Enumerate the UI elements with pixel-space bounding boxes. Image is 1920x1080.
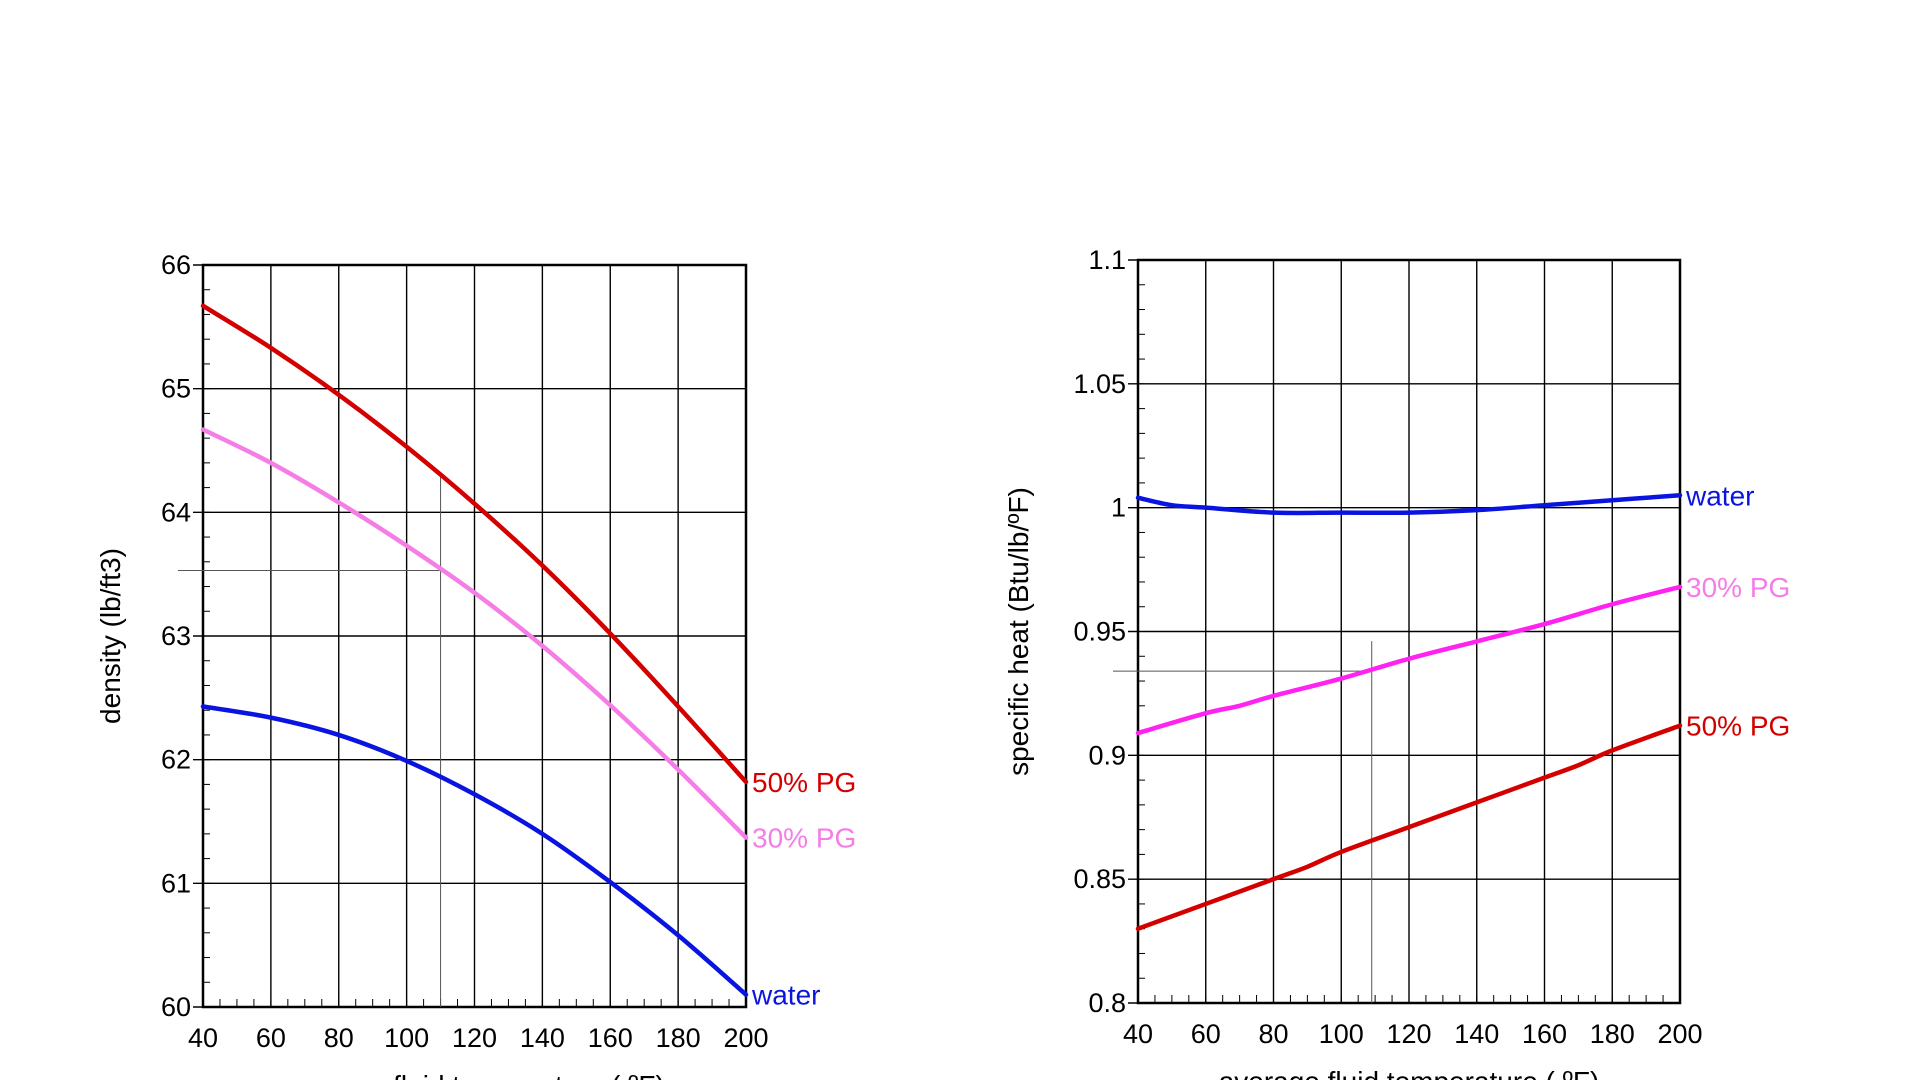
series-line-water: [1135, 493, 1683, 516]
x-tick-label: 60: [1191, 1019, 1221, 1049]
y-tick-label: 0.95: [1073, 617, 1126, 647]
series-label: water: [751, 980, 820, 1011]
x-tick-label: 80: [324, 1023, 354, 1053]
x-tick-label: 200: [1657, 1019, 1702, 1049]
y-tick-label: 63: [161, 621, 191, 651]
y-tick-label: 1: [1111, 493, 1126, 523]
x-tick-label: 180: [1590, 1019, 1635, 1049]
y-axis-title: density (lb/ft3): [95, 548, 126, 724]
x-tick-label: 40: [188, 1023, 218, 1053]
x-tick-label: 120: [452, 1023, 497, 1053]
x-axis-title: average fluid temperature ( ºF): [284, 1070, 665, 1080]
x-tick-label: 100: [384, 1023, 429, 1053]
y-tick-label: 60: [161, 992, 191, 1022]
series-label: 30% PG: [1686, 572, 1790, 603]
y-tick-label: 65: [161, 374, 191, 404]
x-tick-label: 180: [656, 1023, 701, 1053]
x-tick-label: 160: [588, 1023, 633, 1053]
x-tick-label: 60: [256, 1023, 286, 1053]
x-tick-label: 100: [1319, 1019, 1364, 1049]
series-label: 30% PG: [752, 823, 856, 854]
y-tick-label: 1.1: [1088, 245, 1126, 275]
series-label: 50% PG: [1686, 711, 1790, 742]
y-tick-label: 0.9: [1088, 740, 1126, 770]
x-tick-label: 200: [723, 1023, 768, 1053]
series-line-50-pg: [200, 303, 749, 785]
plot-frame: [201, 263, 748, 1009]
y-tick-label: 0.85: [1073, 864, 1126, 894]
x-tick-label: 80: [1258, 1019, 1288, 1049]
x-tick-label: 140: [520, 1023, 565, 1053]
y-tick-label: 1.05: [1073, 369, 1126, 399]
x-tick-label: 160: [1522, 1019, 1567, 1049]
y-tick-label: 62: [161, 745, 191, 775]
y-tick-label: 64: [161, 497, 191, 527]
series-label: water: [1685, 480, 1754, 511]
y-tick-label: 66: [161, 250, 191, 280]
y-axis-title: specific heat (Btu/lb/ºF): [1003, 487, 1034, 776]
chart-1: 40 60 80 100 120 140 160 180 2006061626364656650…: [95, 250, 856, 1080]
y-tick-label: 61: [161, 868, 191, 898]
x-axis-title: average fluid temperature ( ºF): [1219, 1066, 1600, 1080]
series-line-50-pg: [1135, 723, 1683, 931]
series-line-30-pg: [1135, 584, 1683, 736]
series-label: 50% PG: [752, 767, 856, 798]
x-tick-label: 140: [1454, 1019, 1499, 1049]
y-tick-label: 0.8: [1088, 988, 1126, 1018]
series-line-water: [200, 704, 749, 997]
x-tick-label: 120: [1386, 1019, 1431, 1049]
series-line-30-pg: [200, 427, 749, 840]
chart-2: 40 60 80 100 120 140 160 180 200 0.8 0.85 0.9 0.95 1 1…: [1003, 245, 1790, 1080]
x-tick-label: 40: [1123, 1019, 1153, 1049]
plot-frame: [1136, 258, 1682, 1005]
